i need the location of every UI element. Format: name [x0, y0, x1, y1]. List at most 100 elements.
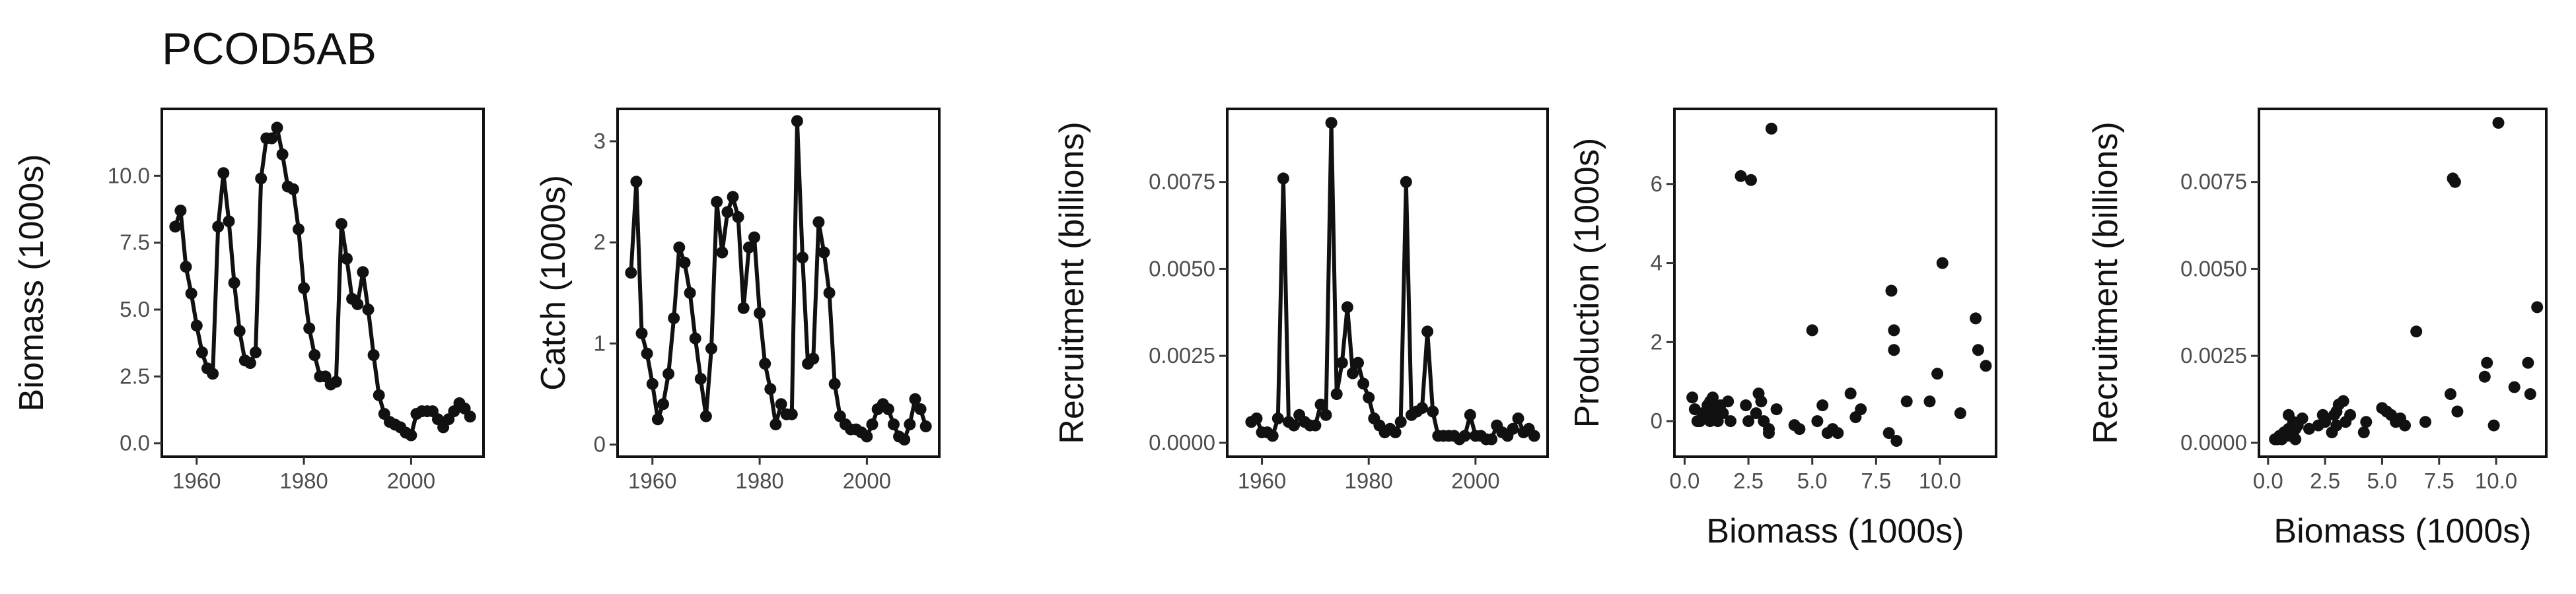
data-point [1464, 409, 1476, 421]
data-point [1890, 435, 1903, 447]
recruitment-timeseries-panel: 0.0000 0.0025 0.0050 0.0075 1960 1980 2000 Recr… [1053, 108, 1549, 493]
data-point [684, 286, 696, 299]
data-point [1742, 415, 1755, 428]
x-tick-label: 2.5 [2310, 469, 2340, 493]
data-point [357, 266, 369, 279]
data-point [174, 205, 187, 216]
data-point [233, 325, 246, 337]
data-point [657, 398, 669, 411]
data-point [1458, 430, 1471, 442]
data-point [196, 346, 208, 358]
data-point [293, 223, 304, 236]
data-point [914, 403, 927, 415]
data-point [2410, 325, 2423, 338]
data-point [689, 332, 701, 345]
data-point [1816, 399, 1829, 412]
data-point [308, 349, 321, 361]
data-point [351, 298, 364, 310]
data-point [1394, 416, 1407, 428]
data-point [812, 216, 825, 228]
data-point [1763, 427, 1775, 440]
recruitment-vs-biomass-panel: 0.0000 0.0025 0.0050 0.0075 0.0 2.5 5.0 7.5 10.0… [2087, 108, 2548, 550]
x-tick-label: 2000 [1451, 469, 1499, 493]
data-point [861, 430, 873, 443]
data-point [775, 398, 787, 411]
data-point [1325, 117, 1338, 129]
data-point [668, 312, 680, 325]
data-point [244, 357, 256, 370]
x-tick-label: 1980 [735, 469, 783, 493]
data-point [2319, 412, 2332, 424]
data-point [1330, 388, 1343, 401]
data-point [2357, 426, 2370, 439]
data-point [2524, 388, 2536, 401]
data-point [1421, 325, 1434, 338]
data-point [207, 368, 219, 380]
y-tick-label: 0.0075 [1149, 170, 1215, 194]
y-tick-label: 2 [1651, 329, 1663, 354]
data-point [1528, 430, 1540, 442]
data-point [662, 368, 675, 380]
data-point [694, 373, 707, 385]
data-point [212, 220, 225, 233]
y-tick-label: 0.0000 [1149, 430, 1215, 455]
data-point [646, 378, 659, 390]
data-point [1347, 367, 1359, 380]
data-point [330, 376, 342, 388]
y-axis-label: Catch (1000s) [534, 175, 573, 391]
y-tick-label: 5.0 [120, 297, 150, 321]
data-point [797, 251, 808, 264]
data-point [287, 183, 299, 195]
plot-frame [1673, 108, 1997, 458]
x-tick-label: 10.0 [2475, 469, 2517, 493]
data-point [635, 327, 648, 340]
plot-frame [1226, 108, 1549, 458]
y-tick-label: 0.0050 [1149, 256, 1215, 280]
data-point [228, 277, 240, 289]
data-point [1765, 122, 1777, 135]
data-point [2296, 412, 2308, 424]
data-point [1416, 402, 1428, 414]
catch-timeseries-panel: 0 1 2 3 1960 1980 2000 Catch (1000s) [534, 108, 941, 493]
data-point [1704, 403, 1717, 416]
data-point [1923, 395, 1936, 408]
x-tick-label: 2.5 [1733, 469, 1764, 493]
y-tick-label: 2 [594, 230, 606, 254]
x-tick-label: 5.0 [2367, 469, 2397, 493]
y-tick-label: 0.0050 [2180, 256, 2247, 280]
data-point [2419, 416, 2431, 428]
data-point [255, 172, 268, 185]
x-axis-label: Biomass (1000s) [1706, 512, 1964, 550]
data-point [1352, 356, 1364, 369]
production-vs-biomass-panel: 0 2 4 6 0.0 2.5 5.0 7.5 10.0 Production (1000s) Bi… [1568, 108, 1997, 550]
data-point [1882, 427, 1895, 440]
x-tick-label: 5.0 [1797, 469, 1828, 493]
data-point [2449, 176, 2461, 188]
data-point [2481, 356, 2493, 369]
y-tick-label: 0 [1651, 409, 1663, 433]
data-point [716, 246, 729, 259]
data-point [1722, 395, 1735, 408]
data-point [882, 403, 894, 415]
data-point [630, 176, 643, 188]
y-axis-label: Production (1000s) [1568, 138, 1606, 428]
data-point [335, 218, 347, 230]
data-point [2344, 409, 2357, 421]
y-tick-label: 0.0025 [1149, 343, 1215, 368]
data-point [266, 132, 278, 145]
data-point [1832, 427, 1844, 440]
biomass-timeseries-panel: 0.0 2.5 5.0 7.5 10.0 1960 1980 2000 Biomass (100… [13, 108, 485, 493]
plot-frame [161, 108, 485, 458]
y-axis-label: Recruitment (billions) [1053, 121, 1091, 444]
y-tick-label: 10.0 [108, 163, 150, 187]
y-axis-label: Recruitment (billions) [2087, 121, 2125, 444]
data-point [759, 358, 771, 370]
data-point [2399, 419, 2411, 432]
data-point [2492, 117, 2505, 129]
data-point [748, 231, 760, 244]
data-point [2337, 395, 2349, 407]
data-point [1980, 360, 1992, 372]
data-point [2522, 356, 2534, 369]
data-point [1740, 399, 1752, 412]
